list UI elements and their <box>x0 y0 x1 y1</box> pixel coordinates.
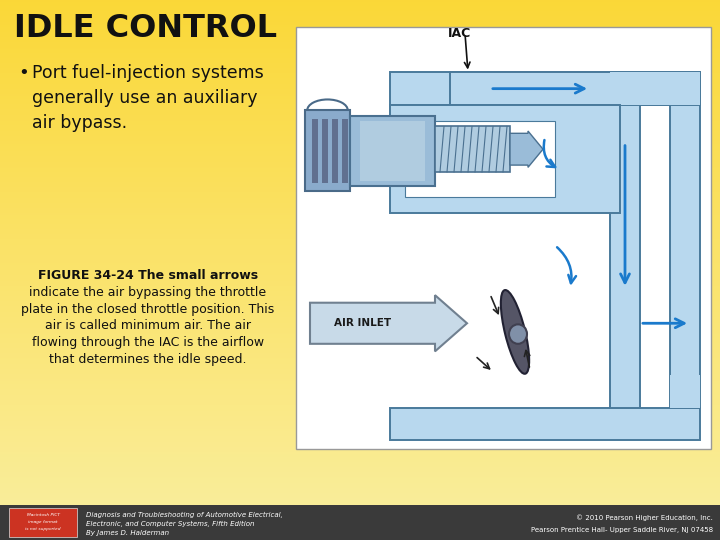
Text: is not supported: is not supported <box>25 526 61 531</box>
Text: Macintosh PICT: Macintosh PICT <box>27 512 60 517</box>
Bar <box>390 105 620 213</box>
Bar <box>450 72 700 105</box>
Bar <box>332 119 338 183</box>
Bar <box>405 121 555 197</box>
Bar <box>350 116 435 186</box>
Text: AIR INLET: AIR INLET <box>334 318 392 328</box>
FancyArrow shape <box>310 295 467 352</box>
Text: FIGURE 34-24 The small arrows: FIGURE 34-24 The small arrows <box>38 269 258 282</box>
Bar <box>322 119 328 183</box>
Text: that determines the idle speed.: that determines the idle speed. <box>49 353 247 366</box>
Text: Pearson Prentice Hall- Upper Saddle River, NJ 07458: Pearson Prentice Hall- Upper Saddle Rive… <box>531 528 713 534</box>
Text: IDLE CONTROL: IDLE CONTROL <box>14 13 277 44</box>
Bar <box>9 508 77 537</box>
Text: plate in the closed throttle position. This: plate in the closed throttle position. T… <box>22 303 274 316</box>
Bar <box>390 72 700 105</box>
Circle shape <box>509 325 527 344</box>
Text: © 2010 Pearson Higher Education, Inc.: © 2010 Pearson Higher Education, Inc. <box>576 515 713 522</box>
Text: IAC: IAC <box>448 27 472 40</box>
Bar <box>670 375 700 408</box>
Bar <box>390 105 450 137</box>
Bar <box>342 119 348 183</box>
Bar <box>360 121 425 180</box>
Text: air is called minimum air. The air: air is called minimum air. The air <box>45 320 251 333</box>
Text: Port fuel-injection systems
generally use an auxiliary
air bypass.: Port fuel-injection systems generally us… <box>32 64 264 132</box>
Bar <box>390 408 700 440</box>
Bar <box>305 110 350 191</box>
Bar <box>296 27 711 449</box>
Text: Diagnosis and Troubleshooting of Automotive Electrical,: Diagnosis and Troubleshooting of Automot… <box>86 512 283 518</box>
FancyArrow shape <box>510 131 543 167</box>
Text: flowing through the IAC is the airflow: flowing through the IAC is the airflow <box>32 336 264 349</box>
Bar <box>435 126 510 172</box>
Bar <box>610 72 700 105</box>
Text: Electronic, and Computer Systems, Fifth Edition: Electronic, and Computer Systems, Fifth … <box>86 521 255 527</box>
Bar <box>670 72 700 408</box>
Bar <box>610 105 640 408</box>
Bar <box>312 119 318 183</box>
Text: •: • <box>18 64 29 82</box>
Ellipse shape <box>501 290 529 374</box>
Text: By James D. Halderman: By James D. Halderman <box>86 530 169 536</box>
Text: indicate the air bypassing the throttle: indicate the air bypassing the throttle <box>30 286 266 299</box>
Text: image format: image format <box>29 521 58 524</box>
